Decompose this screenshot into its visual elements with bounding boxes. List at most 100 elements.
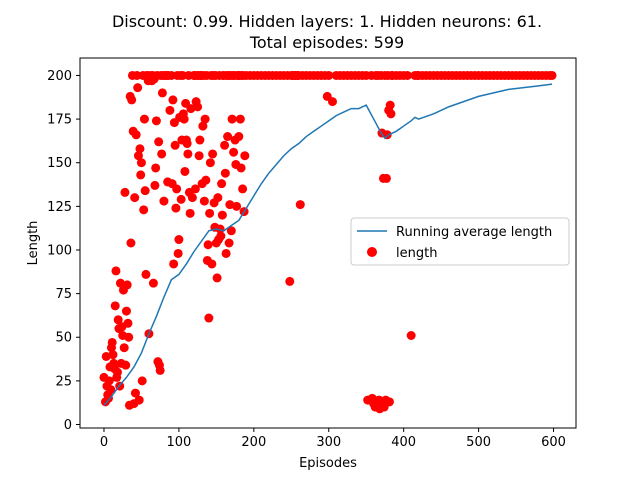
length-point	[221, 248, 231, 258]
length-point	[203, 240, 213, 250]
length-point	[176, 194, 186, 204]
length-point	[183, 149, 193, 159]
legend-dot-swatch	[367, 247, 377, 257]
length-point	[238, 184, 248, 194]
length-point	[169, 259, 179, 269]
length-point	[139, 114, 149, 124]
y-axis-label: Length	[26, 221, 41, 266]
length-point	[168, 95, 178, 105]
length-point	[130, 193, 140, 203]
length-point	[157, 88, 167, 98]
length-point	[119, 343, 129, 353]
length-point	[547, 70, 557, 80]
length-point	[108, 350, 118, 360]
plot-frame	[79, 57, 577, 429]
length-point	[179, 114, 189, 124]
y-tick-label: 0	[64, 418, 72, 433]
length-point	[213, 193, 223, 203]
running-average-line	[103, 83, 553, 406]
length-point	[115, 278, 125, 288]
length-point	[122, 280, 132, 290]
y-tick-label: 25	[55, 374, 72, 389]
length-point	[172, 184, 182, 194]
length-point	[182, 139, 192, 149]
y-tick-label: 75	[55, 287, 72, 302]
length-point	[139, 205, 149, 215]
y-tick-label: 100	[47, 243, 72, 258]
chart-title-line1: Discount: 0.99. Hidden layers: 1. Hidden…	[112, 12, 542, 31]
length-point	[171, 203, 181, 213]
length-point	[133, 83, 143, 93]
length-point	[112, 367, 122, 377]
length-point	[154, 137, 164, 147]
legend: Running average length length	[350, 217, 570, 266]
length-point	[107, 337, 117, 347]
length-point	[173, 248, 183, 258]
length-point	[232, 201, 242, 211]
length-point	[133, 151, 143, 161]
length-point	[207, 259, 217, 269]
length-point	[104, 376, 114, 386]
length-point	[185, 208, 195, 218]
length-point	[224, 238, 234, 248]
length-scatter-series	[99, 70, 557, 414]
length-point	[151, 116, 161, 126]
length-point	[285, 276, 295, 286]
length-point	[386, 109, 396, 119]
length-point	[180, 166, 190, 176]
y-tick-label: 150	[47, 156, 72, 171]
length-point	[212, 273, 222, 283]
length-point	[225, 200, 235, 210]
length-point	[199, 196, 209, 206]
length-point	[324, 70, 334, 80]
length-point	[227, 114, 237, 124]
y-tick-label: 200	[47, 69, 72, 84]
length-point	[186, 104, 196, 114]
length-point	[110, 301, 120, 311]
length-point	[130, 388, 140, 398]
length-point	[137, 376, 147, 386]
length-point	[131, 130, 141, 140]
x-tick-label: 400	[391, 435, 416, 450]
plot-area: 0 100 200 300 400 500 600 0 25 50 75 100 125 150 175 20…	[47, 57, 577, 450]
length-point	[190, 184, 200, 194]
length-point	[121, 306, 131, 316]
x-tick-label: 0	[100, 435, 108, 450]
length-point	[141, 269, 151, 279]
length-point	[204, 313, 214, 323]
x-axis-label: Episodes	[299, 456, 357, 471]
x-tick-label: 500	[466, 435, 491, 450]
length-point	[226, 226, 236, 236]
length-point	[195, 135, 205, 145]
length-point	[165, 105, 175, 115]
length-point	[121, 360, 131, 370]
x-tick-label: 600	[541, 435, 566, 450]
length-point	[140, 186, 150, 196]
length-point	[120, 187, 130, 197]
length-point	[200, 114, 210, 124]
length-point	[198, 121, 208, 131]
y-tick-label: 50	[55, 331, 72, 346]
length-point	[216, 231, 226, 241]
legend-label-running-average: Running average length	[396, 225, 552, 240]
length-point	[201, 175, 211, 185]
length-point	[123, 318, 133, 328]
legend-box	[350, 217, 570, 266]
length-point	[229, 147, 239, 157]
length-point	[402, 70, 412, 80]
length-point	[205, 208, 215, 218]
length-point	[328, 97, 337, 107]
length-point	[124, 332, 134, 342]
length-point	[151, 163, 161, 173]
length-point	[220, 140, 230, 150]
x-tick-label: 100	[166, 435, 191, 450]
y-tick-label: 125	[47, 200, 72, 215]
length-point	[174, 235, 184, 245]
length-point	[106, 385, 116, 395]
length-point	[217, 210, 227, 220]
length-point	[220, 168, 230, 178]
length-point	[240, 151, 250, 161]
length-point	[136, 158, 146, 168]
length-point	[157, 149, 167, 159]
legend-label-length: length	[396, 246, 437, 261]
